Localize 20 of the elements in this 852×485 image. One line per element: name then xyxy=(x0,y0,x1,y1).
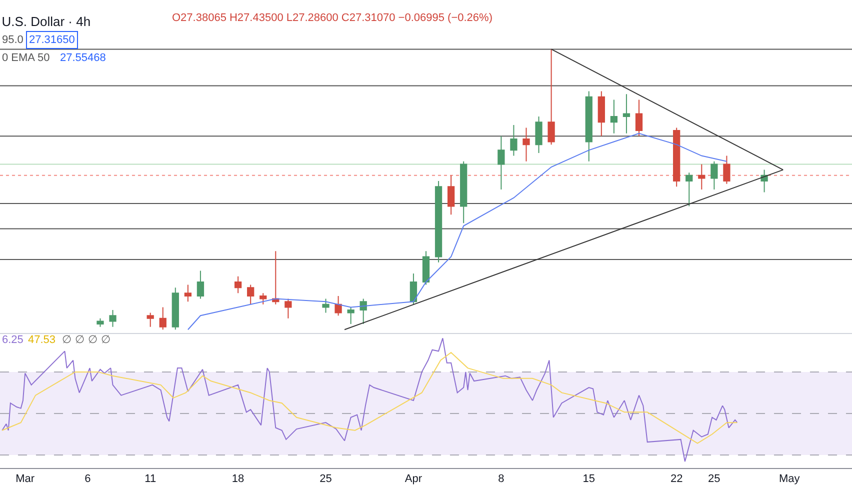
x-tick-label: 22 xyxy=(670,473,683,485)
x-tick-label: May xyxy=(778,473,800,485)
x-tick-label: 6 xyxy=(84,473,91,485)
annotation: 0 EMA 50 xyxy=(2,52,50,64)
annotation: 6.25 xyxy=(2,334,24,346)
x-tick-label: Apr xyxy=(404,473,422,485)
annotation: 27.55468 xyxy=(60,52,106,64)
text: O27.38065 H27.43500 L27.28600 C27.31070 −0.06995 (−0.26%) xyxy=(172,12,492,24)
annotation: ∅ ∅ ∅ ∅ xyxy=(62,334,112,346)
x-tick-label: Mar xyxy=(16,473,35,485)
chart-title: U.S. Dollar · 4h xyxy=(2,14,91,30)
x-tick-label: 25 xyxy=(708,473,720,485)
x-tick-label: 11 xyxy=(144,473,156,485)
x-tick-label: 25 xyxy=(320,473,332,485)
x-tick-label: 18 xyxy=(232,473,244,485)
x-tick-label: 8 xyxy=(498,473,504,485)
x-tick-label: 15 xyxy=(582,473,596,485)
text: 27.31650 xyxy=(29,34,75,46)
annotation: 47.53 xyxy=(28,334,56,346)
text: 95.0 xyxy=(2,34,24,46)
